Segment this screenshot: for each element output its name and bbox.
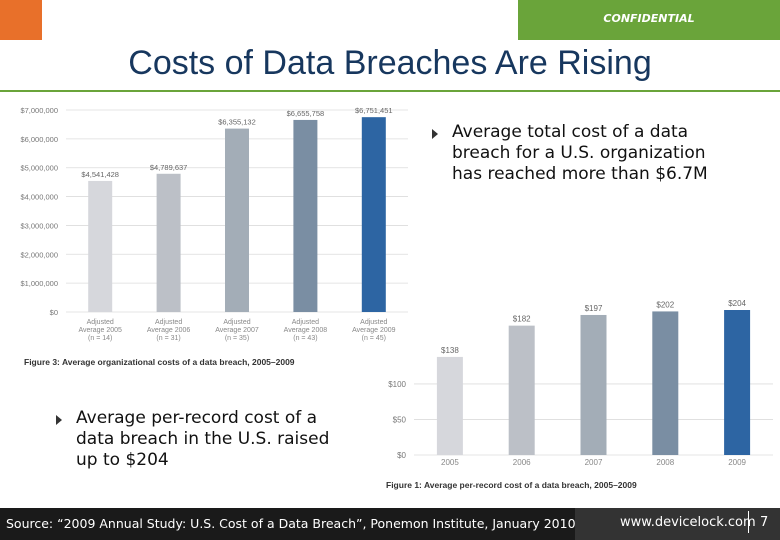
chart1-category-label: (n = 43) bbox=[293, 335, 317, 342]
chart1-category-label: (n = 45) bbox=[362, 335, 386, 342]
bullet1-line1: Average total cost of a data bbox=[452, 122, 689, 142]
chart1-value-label: $6,751,451 bbox=[355, 106, 393, 115]
footer-bar bbox=[0, 508, 575, 540]
slide-title: Costs of Data Breaches Are Rising bbox=[128, 44, 652, 82]
chart1-ytick: $7,000,000 bbox=[20, 106, 58, 115]
chart2-bar bbox=[580, 314, 607, 455]
chart1-category-label: Adjusted bbox=[292, 319, 319, 326]
bullet-arrow-icon bbox=[56, 415, 62, 425]
chart2-bar bbox=[652, 311, 679, 455]
chart1-value-label: $4,789,637 bbox=[150, 163, 188, 172]
title-divider bbox=[0, 90, 780, 92]
bullet-total-cost: Average total cost of a data breach for … bbox=[432, 122, 752, 185]
bullet1-line2: breach for a U.S. organization bbox=[452, 143, 706, 163]
chart1-title: Figure 3: Average organizational costs o… bbox=[24, 357, 295, 367]
chart2-category-label: 2005 bbox=[441, 458, 459, 467]
chart2-value-label: $197 bbox=[585, 304, 603, 313]
chart2-ytick: $0 bbox=[397, 451, 406, 460]
chart1-category-label: Adjusted bbox=[223, 319, 250, 326]
bullet1-line3: has reached more than $6.7M bbox=[452, 164, 708, 184]
chart1-value-label: $6,355,132 bbox=[218, 118, 256, 127]
chart1-bar bbox=[293, 119, 318, 312]
source-citation: Source: “2009 Annual Study: U.S. Cost of… bbox=[6, 516, 576, 531]
chart1-value-label: $6,655,758 bbox=[287, 109, 325, 118]
chart2-category-label: 2006 bbox=[513, 458, 531, 467]
chart1-ytick: $1,000,000 bbox=[20, 279, 58, 288]
chart1-category-label: Average 2007 bbox=[215, 327, 259, 334]
chart2-value-label: $204 bbox=[728, 299, 746, 308]
chart1-category-label: Average 2009 bbox=[352, 327, 396, 334]
footer-bar-right bbox=[575, 508, 780, 540]
chart2-category-label: 2007 bbox=[585, 458, 603, 467]
footer-separator bbox=[748, 511, 749, 533]
website-link[interactable]: www.devicelock.com bbox=[620, 515, 756, 530]
chart1-category-label: (n = 35) bbox=[225, 335, 249, 342]
chart2-value-label: $138 bbox=[441, 346, 459, 355]
chart1-bar bbox=[361, 117, 386, 312]
chart2-ytick: $50 bbox=[393, 415, 407, 424]
chart1-value-label: $4,541,428 bbox=[81, 170, 119, 179]
chart1-category-label: Average 2005 bbox=[78, 327, 122, 334]
chart1-category-label: Adjusted bbox=[87, 319, 114, 326]
chart1-ytick: $6,000,000 bbox=[20, 135, 58, 144]
chart-total-cost: $0 $1,000,000 $2,000,000 $3,000,000 $4,000,0… bbox=[20, 106, 408, 367]
chart2-bar bbox=[508, 325, 535, 455]
chart1-bar bbox=[156, 173, 181, 312]
chart2-category-label: 2008 bbox=[656, 458, 674, 467]
chart1-bar bbox=[225, 128, 249, 312]
bullet2-line1: Average per-record cost of a bbox=[76, 408, 318, 428]
chart1-category-label: (n = 31) bbox=[156, 335, 180, 342]
chart1-category-label: (n = 14) bbox=[88, 335, 112, 342]
chart1-bar bbox=[88, 180, 113, 312]
chart1-ytick: $3,000,000 bbox=[20, 221, 58, 230]
chart1-ytick: $5,000,000 bbox=[20, 164, 58, 173]
header-orange-block bbox=[0, 0, 42, 40]
bullet-arrow-icon bbox=[432, 129, 438, 139]
header-green-band bbox=[518, 0, 780, 40]
chart2-value-label: $202 bbox=[656, 300, 674, 309]
chart-per-record-cost: $0 $50 $100 $138 2005 $182 2006 $197 2007 $202 200… bbox=[386, 299, 773, 490]
bullet2-line3: up to $204 bbox=[76, 450, 169, 470]
chart1-category-label: Average 2006 bbox=[147, 327, 191, 334]
chart1-ytick: $0 bbox=[50, 308, 58, 317]
chart2-bar bbox=[724, 310, 751, 455]
chart1-ytick: $4,000,000 bbox=[20, 193, 58, 202]
chart1-category-label: Adjusted bbox=[155, 319, 182, 326]
chart2-value-label: $182 bbox=[513, 315, 531, 324]
bullet-per-record-cost: Average per-record cost of a data breach… bbox=[56, 408, 356, 471]
chart1-category-label: Adjusted bbox=[360, 319, 387, 326]
chart2-bar bbox=[436, 356, 463, 455]
confidential-label: CONFIDENTIAL bbox=[603, 12, 695, 25]
chart1-ytick: $2,000,000 bbox=[20, 250, 58, 259]
chart2-category-label: 2009 bbox=[728, 458, 746, 467]
bullet2-line2: data breach in the U.S. raised bbox=[76, 429, 330, 449]
chart1-category-label: Average 2008 bbox=[284, 327, 328, 334]
chart2-title: Figure 1: Average per-record cost of a d… bbox=[386, 480, 637, 490]
page-number: 7 bbox=[760, 515, 769, 530]
chart2-ytick: $100 bbox=[388, 380, 406, 389]
